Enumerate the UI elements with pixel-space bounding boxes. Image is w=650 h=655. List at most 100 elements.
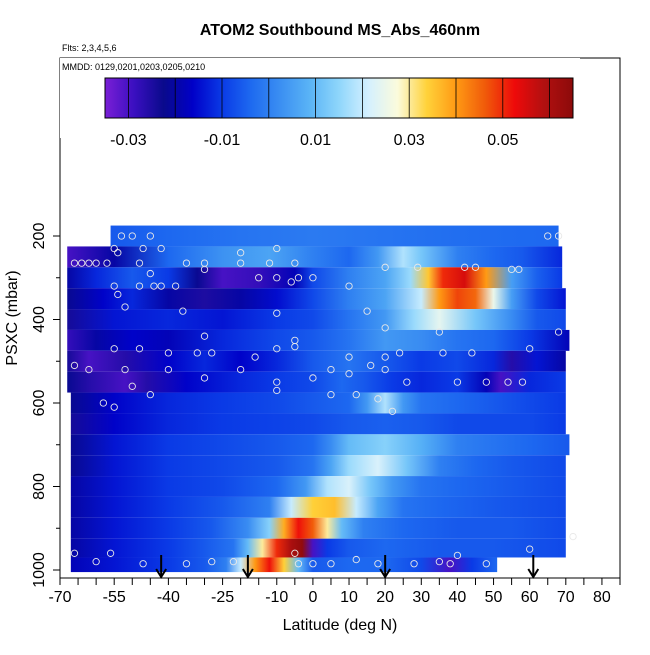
data-point — [110, 403, 118, 411]
data-point — [146, 232, 154, 240]
heatmap-band — [70, 476, 566, 497]
data-point — [117, 232, 126, 240]
data-point — [273, 309, 281, 317]
data-point — [526, 345, 534, 353]
data-point — [453, 378, 462, 386]
data-point — [482, 560, 490, 568]
data-point — [554, 232, 563, 240]
data-point — [374, 560, 382, 568]
colorbar-tick-label: -0.03 — [110, 132, 147, 149]
data-point — [381, 353, 389, 361]
data-point — [128, 382, 136, 390]
x-tick-label: -55 — [103, 589, 126, 606]
data-point — [182, 560, 191, 568]
data-point — [453, 551, 462, 560]
data-point — [85, 365, 93, 374]
data-point — [193, 349, 201, 357]
data-point — [200, 374, 209, 382]
heatmap-band — [67, 350, 566, 372]
colorbar-tick-label: 0.01 — [300, 132, 331, 149]
data-point — [291, 259, 299, 267]
data-point — [110, 244, 118, 253]
heatmap-band — [67, 371, 566, 393]
data-point — [446, 560, 454, 568]
y-axis: 200 400 600 800 1000 — [31, 223, 60, 588]
data-point — [255, 274, 263, 282]
data-point — [139, 244, 147, 253]
flights-label: Flts: 2,3,4,5,6 — [62, 43, 117, 53]
data-point — [179, 307, 187, 315]
data-point — [273, 244, 281, 253]
data-point — [504, 378, 512, 386]
data-point — [403, 378, 411, 386]
data-point — [327, 390, 335, 399]
y-tick-label: 800 — [31, 473, 48, 500]
data-point — [146, 390, 154, 399]
data-point — [265, 259, 274, 267]
x-tick-label: -40 — [157, 589, 180, 606]
data-point — [294, 560, 303, 568]
data-point — [507, 265, 516, 274]
x-tick-label: 30 — [412, 589, 430, 606]
heatmap-band — [70, 392, 566, 414]
heatmap-band — [70, 413, 566, 435]
data-point — [114, 290, 122, 299]
heatmap-band — [70, 538, 566, 558]
x-tick-label: 50 — [485, 589, 503, 606]
data-point — [309, 374, 317, 382]
data-point — [99, 399, 108, 407]
data-point — [70, 361, 79, 370]
data-point — [327, 560, 335, 568]
data-point — [410, 560, 418, 568]
data-point — [471, 263, 480, 271]
x-tick-label: 60 — [521, 589, 539, 606]
heatmap-band — [67, 288, 566, 310]
data-point — [121, 303, 129, 311]
data-point — [92, 259, 100, 267]
heatmap-band — [70, 496, 566, 518]
data-point — [518, 378, 527, 386]
data-point — [345, 353, 353, 361]
latitude-arrow-head — [379, 568, 392, 579]
y-tick-label: 600 — [31, 390, 48, 417]
data-point — [526, 545, 534, 553]
y-axis-label: PSXC (mbar) — [4, 270, 21, 365]
heatmap-band — [67, 329, 570, 351]
heatmap-band — [67, 246, 563, 268]
data-point — [92, 558, 100, 566]
data-point — [182, 259, 191, 267]
heatmap-band — [70, 434, 570, 456]
data-point — [345, 282, 353, 290]
dates-label: MMDD: 0129,0201,0203,0205,0210 — [62, 62, 205, 72]
data-point — [135, 259, 144, 267]
data-point — [70, 549, 79, 557]
colorbar-gradient — [104, 77, 574, 119]
data-point — [273, 386, 281, 395]
latitude-arrow-head — [527, 568, 540, 579]
x-tick-label: -10 — [265, 589, 288, 606]
y-tick-label: 400 — [31, 306, 48, 333]
data-point — [569, 532, 577, 541]
x-axis-label: Latitude (deg N) — [283, 617, 398, 634]
data-point — [110, 345, 118, 353]
data-point — [103, 259, 111, 267]
colorbar-tick-label: -0.01 — [204, 132, 241, 149]
data-point — [435, 328, 444, 336]
data-point — [229, 558, 238, 566]
data-point — [236, 365, 245, 374]
data-point — [327, 365, 335, 374]
data-point — [544, 232, 552, 240]
data-point — [157, 244, 165, 253]
x-tick-label: 20 — [376, 589, 394, 606]
data-point — [139, 560, 147, 568]
data-point — [236, 249, 245, 257]
data-point — [106, 549, 115, 557]
latitude-arrow-head — [155, 568, 168, 579]
x-axis: -70 -55 -40 -25 -10 0 10 20 30 40 50 60 70 80 — [48, 578, 621, 606]
data-point — [157, 282, 165, 290]
data-point — [273, 345, 281, 353]
data-point — [345, 370, 353, 378]
data-point — [164, 349, 173, 357]
